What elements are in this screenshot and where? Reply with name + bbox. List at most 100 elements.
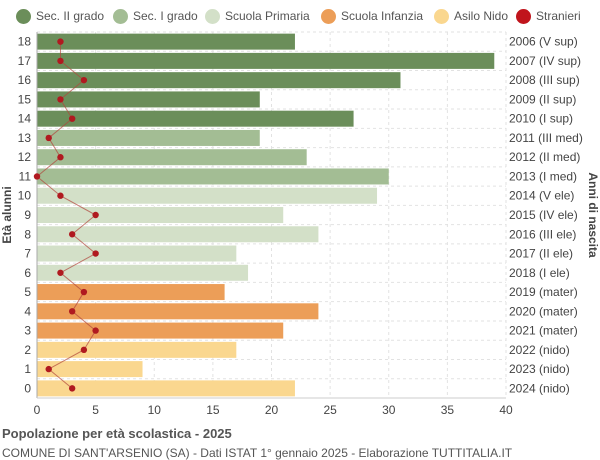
y-tick-label: 11: [19, 169, 32, 183]
y-tick-label: 2: [24, 343, 31, 357]
bar: [37, 33, 295, 50]
bar: [37, 187, 378, 204]
y-tick-label-right: 2011 (III med): [509, 131, 583, 145]
bar: [37, 207, 284, 223]
y-tick-label-right: 2008 (III sup): [509, 73, 580, 87]
legend-label: Scuola Infanzia: [341, 9, 424, 23]
y-tick-label: 8: [24, 227, 31, 241]
bar: [37, 284, 225, 301]
y-tick-label: 1: [24, 362, 31, 376]
stranieri-point: [92, 250, 99, 257]
stranieri-point: [57, 38, 64, 45]
x-tick-label: 15: [206, 403, 220, 417]
stranieri-point: [57, 192, 64, 199]
bar: [37, 110, 354, 127]
legend-item: Asilo Nido: [434, 6, 508, 26]
y-tick-label: 15: [18, 92, 32, 106]
bar: [37, 361, 143, 378]
bar: [37, 149, 307, 166]
x-tick-label: 35: [441, 403, 455, 417]
stranieri-point: [68, 308, 76, 315]
bar: [37, 264, 249, 281]
legend-swatch: [516, 8, 531, 24]
y-tick-label: 17: [18, 54, 32, 68]
x-tick-label: 20: [265, 403, 279, 417]
y-tick-label-right: 2016 (III ele): [509, 227, 576, 241]
y-tick-label: 7: [24, 247, 31, 261]
chart-title: Popolazione per età scolastica - 2025: [2, 426, 232, 441]
stranieri-point: [68, 385, 76, 392]
legend-swatch: [205, 8, 220, 24]
y-tick-label-right: 2015 (IV ele): [509, 208, 578, 222]
stranieri-point: [80, 76, 88, 84]
bar: [37, 380, 295, 397]
y-tick-label: 6: [24, 266, 31, 280]
y-tick-label-right: 2018 (I ele): [509, 266, 570, 280]
y-tick-label-right: 2009 (II sup): [509, 92, 576, 106]
y-tick-label: 10: [18, 189, 32, 203]
x-tick-label: 40: [499, 403, 513, 417]
y-tick-label-right: 2022 (nido): [509, 343, 570, 357]
y-tick-label-right: 2012 (II med): [509, 150, 580, 164]
stranieri-point: [57, 57, 64, 65]
legend-swatch: [113, 8, 128, 24]
stranieri-point: [45, 134, 52, 142]
bar: [37, 91, 260, 108]
legend-swatch: [16, 8, 31, 24]
x-tick-label: 30: [382, 403, 396, 417]
bar: [37, 341, 237, 358]
stranieri-point: [57, 154, 64, 161]
stranieri-point: [80, 288, 88, 296]
y-tick-label-right: 2017 (II ele): [509, 247, 573, 261]
legend-label: Sec. II grado: [36, 9, 105, 23]
y-tick-label: 4: [24, 304, 31, 318]
bar: [37, 322, 284, 339]
legend-label: Stranieri: [536, 9, 581, 23]
y-tick-label-right: 2020 (mater): [509, 304, 578, 318]
y-tick-label-right: 2024 (nido): [509, 381, 570, 395]
y-tick-label: 5: [24, 285, 31, 299]
legend: Sec. II grado Sec. I grado Scuola Primaria…: [0, 6, 600, 26]
y-tick-label-right: 2013 (I med): [509, 169, 577, 183]
bar: [37, 168, 389, 185]
x-tick-label: 0: [34, 403, 41, 417]
legend-item: Sec. II grado: [16, 6, 104, 26]
bar: [37, 303, 319, 320]
y-tick-label-right: 2021 (mater): [509, 324, 578, 338]
stranieri-point: [80, 346, 88, 354]
legend-item: Sec. I grado: [113, 6, 198, 26]
y-tick-label-right: 2010 (I sup): [509, 112, 573, 126]
y-tick-label-right: 2007 (IV sup): [509, 54, 581, 68]
y-tick-label: 9: [24, 208, 31, 222]
legend-swatch: [321, 8, 336, 24]
legend-label: Scuola Primaria: [225, 9, 310, 23]
stranieri-point: [92, 327, 99, 334]
stranieri-point: [68, 231, 76, 238]
y-tick-label: 18: [18, 35, 32, 49]
bar: [37, 129, 260, 146]
y-axis-title-right: Anni di nascita: [586, 172, 600, 258]
legend-item: Stranieri: [516, 6, 581, 26]
stranieri-point: [33, 173, 41, 180]
y-tick-label: 14: [18, 112, 32, 126]
x-tick-label: 5: [92, 403, 99, 417]
legend-item: Scuola Infanzia: [321, 6, 423, 26]
x-tick-label: 25: [323, 403, 337, 417]
y-tick-label-right: 2006 (V sup): [509, 35, 578, 49]
legend-label: Sec. I grado: [133, 9, 198, 23]
legend-swatch: [434, 8, 449, 24]
y-tick-label-right: 2014 (V ele): [509, 189, 574, 203]
x-tick-label: 10: [148, 403, 162, 417]
y-tick-label: 12: [18, 150, 32, 164]
chart-subtitle: COMUNE DI SANT'ARSENIO (SA) - Dati ISTAT…: [2, 446, 513, 460]
legend-item: Scuola Primaria: [205, 6, 310, 26]
y-tick-label-right: 2023 (nido): [509, 362, 570, 376]
bar: [37, 245, 237, 262]
stranieri-point: [68, 115, 76, 122]
bar: [37, 52, 495, 69]
stranieri-point: [92, 211, 99, 219]
stranieri-point: [57, 96, 64, 103]
bar: [37, 72, 401, 89]
y-tick-label: 3: [24, 324, 31, 338]
